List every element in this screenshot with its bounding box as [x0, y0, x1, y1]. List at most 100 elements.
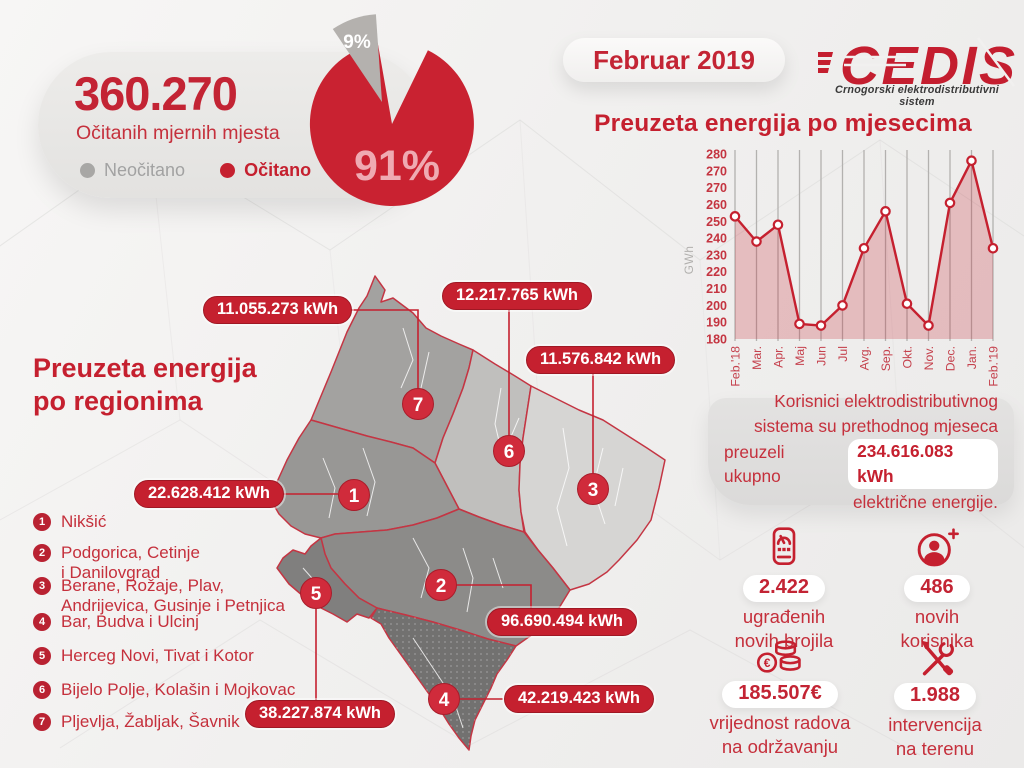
x-tick-label: Avg. [858, 346, 872, 370]
y-tick-label: 190 [706, 316, 727, 330]
x-tick-label: Mar. [750, 346, 764, 370]
coins-euro-icon: € [756, 640, 801, 673]
data-point [966, 155, 977, 167]
stat-new-customers: 486 novih korisnika [853, 526, 1021, 652]
region-number-badge: 2 [33, 544, 51, 562]
y-tick-label: 230 [706, 248, 727, 262]
region-list-item: 2 Podgorica, Cetinje i Danilovgrad [33, 543, 200, 583]
map-callout-region-1: 22.628.412 kWh [134, 480, 284, 508]
x-tick-label: Dec. [944, 346, 958, 371]
data-point [858, 242, 870, 254]
x-tick-label: Jul [836, 346, 850, 362]
y-tick-label: 210 [706, 282, 727, 296]
region-number-badge: 4 [33, 613, 51, 631]
data-point [772, 219, 784, 231]
svg-text:1: 1 [349, 486, 360, 507]
map-callout-region-2: 96.690.494 kWh [487, 608, 637, 636]
map-callout-region-3: 11.576.842 kWh [526, 346, 676, 374]
x-tick-label: Jan. [965, 346, 979, 369]
stat-value: 1.988 [893, 683, 977, 710]
x-tick-label: Okt. [901, 346, 915, 369]
region-name: Pljevlja, Žabljak, Šavnik [61, 712, 240, 731]
x-tick-label: Sep. [879, 346, 893, 371]
map-badge-7: 7 [402, 388, 434, 420]
monthly-energy-chart: 280 270 270 260 250 240 230 220 210 200 190 180 Feb.… [682, 148, 1017, 398]
stat-label: intervencija na terenu [888, 714, 982, 759]
svg-text:5: 5 [311, 584, 322, 605]
region-list-item: 3 Berane, Rožaje, Plav, Andrijevica, Gus… [33, 576, 285, 616]
stat-label: ugrađenih novih brojila [734, 606, 834, 651]
region-name: Bar, Budva i Ulcinj [61, 612, 199, 631]
map-callout-region-7: 11.055.273 kWh [203, 296, 353, 324]
stat-new-meters: 2.422 ugrađenih novih brojila [700, 524, 868, 652]
summary-line: električne energije. [852, 491, 998, 512]
y-axis-unit-label: GWh [683, 246, 696, 275]
data-point [880, 206, 891, 217]
logo-tagline: Crnogorski elektrodistributivni sistem [835, 84, 999, 108]
summary-prefix: preuzeli ukupno [724, 441, 785, 487]
data-point [815, 320, 827, 331]
pie-slice-unread [332, 14, 382, 103]
x-tick-label: Jun [815, 346, 829, 366]
legend-dot-unread [80, 163, 95, 178]
map-badge-3: 3 [577, 473, 609, 505]
svg-text:€: € [764, 656, 771, 670]
data-point [837, 300, 848, 311]
x-tick-label: Nov. [922, 346, 936, 370]
data-point [729, 211, 741, 222]
y-tick-label: 270 [706, 164, 727, 178]
map-region-4-texture [371, 608, 516, 750]
chart-title: Preuzeta energija po mjesecima [594, 110, 972, 137]
stat-label: novih korisnika [900, 606, 974, 651]
pie-slice-read [309, 43, 474, 206]
region-list-item: 1 Nikšić [33, 512, 106, 532]
data-point [901, 298, 913, 310]
y-tick-label: 280 [706, 148, 727, 162]
region-name: Herceg Novi, Tivat i Kotor [61, 646, 254, 665]
stat-label: vrijednost radova na održavanju [709, 712, 851, 757]
readings-total-label: Očitanih mjernih mjesta [76, 122, 280, 144]
stat-value: 185.507€ [722, 681, 838, 708]
data-point [944, 197, 956, 209]
pie-unread-percent: 9% [343, 32, 371, 53]
data-point [923, 320, 934, 331]
summary-total-kwh: 234.616.083 kWh [848, 439, 998, 489]
callout-connectors [278, 309, 594, 700]
map-region-5 [276, 537, 378, 623]
logo-slash [976, 37, 1016, 87]
region-number-badge: 6 [33, 681, 51, 699]
y-tick-label: 220 [706, 265, 727, 279]
y-tick-label: 250 [706, 215, 727, 229]
user-plus-icon [917, 528, 959, 567]
readings-pie-chart: 9% 91% [309, 14, 474, 206]
legend-label-read: Očitano [244, 160, 312, 180]
y-tick-label: 180 [706, 333, 727, 347]
x-tick-label: Feb.'19 [987, 346, 1001, 387]
y-tick-label: 270 [706, 181, 727, 195]
montenegro-region-map: 7 6 3 1 2 5 4 [270, 275, 666, 751]
map-badge-6: 6 [493, 435, 525, 467]
period-badge: Februar 2019 [563, 38, 785, 82]
svg-text:7: 7 [413, 395, 424, 416]
x-tick-label: Apr. [772, 346, 786, 368]
logo-bar [818, 68, 830, 73]
logo-bar [818, 52, 834, 57]
svg-text:2: 2 [436, 576, 447, 597]
region-map-badges: 7 6 3 1 2 5 4 [300, 388, 609, 715]
logo-bar [818, 60, 832, 65]
region-list-item: 6 Bijelo Polje, Kolašin i Mojkovac [33, 680, 295, 700]
map-badge-2: 2 [425, 569, 457, 601]
region-number-badge: 1 [33, 513, 51, 531]
map-badge-5: 5 [300, 577, 332, 609]
legend-label-unread: Neočitano [104, 160, 186, 180]
monthly-total-summary: Korisnici elektrodistributivnog sistema … [708, 391, 1014, 512]
monthly-chart-svg: 280270270260250240230220210200190180Feb.… [682, 148, 1001, 387]
readings-total-value: 360.270 [74, 67, 238, 120]
y-tick-label: 200 [706, 299, 727, 313]
x-tick-label: Maj [793, 346, 807, 366]
map-callout-region-4: 42.219.423 kWh [504, 685, 654, 713]
region-list-item: 4 Bar, Budva i Ulcinj [33, 612, 199, 632]
cedis-logo: CEDIS [818, 36, 1016, 96]
region-name: Bijelo Polje, Kolašin i Mojkovac [61, 680, 296, 699]
